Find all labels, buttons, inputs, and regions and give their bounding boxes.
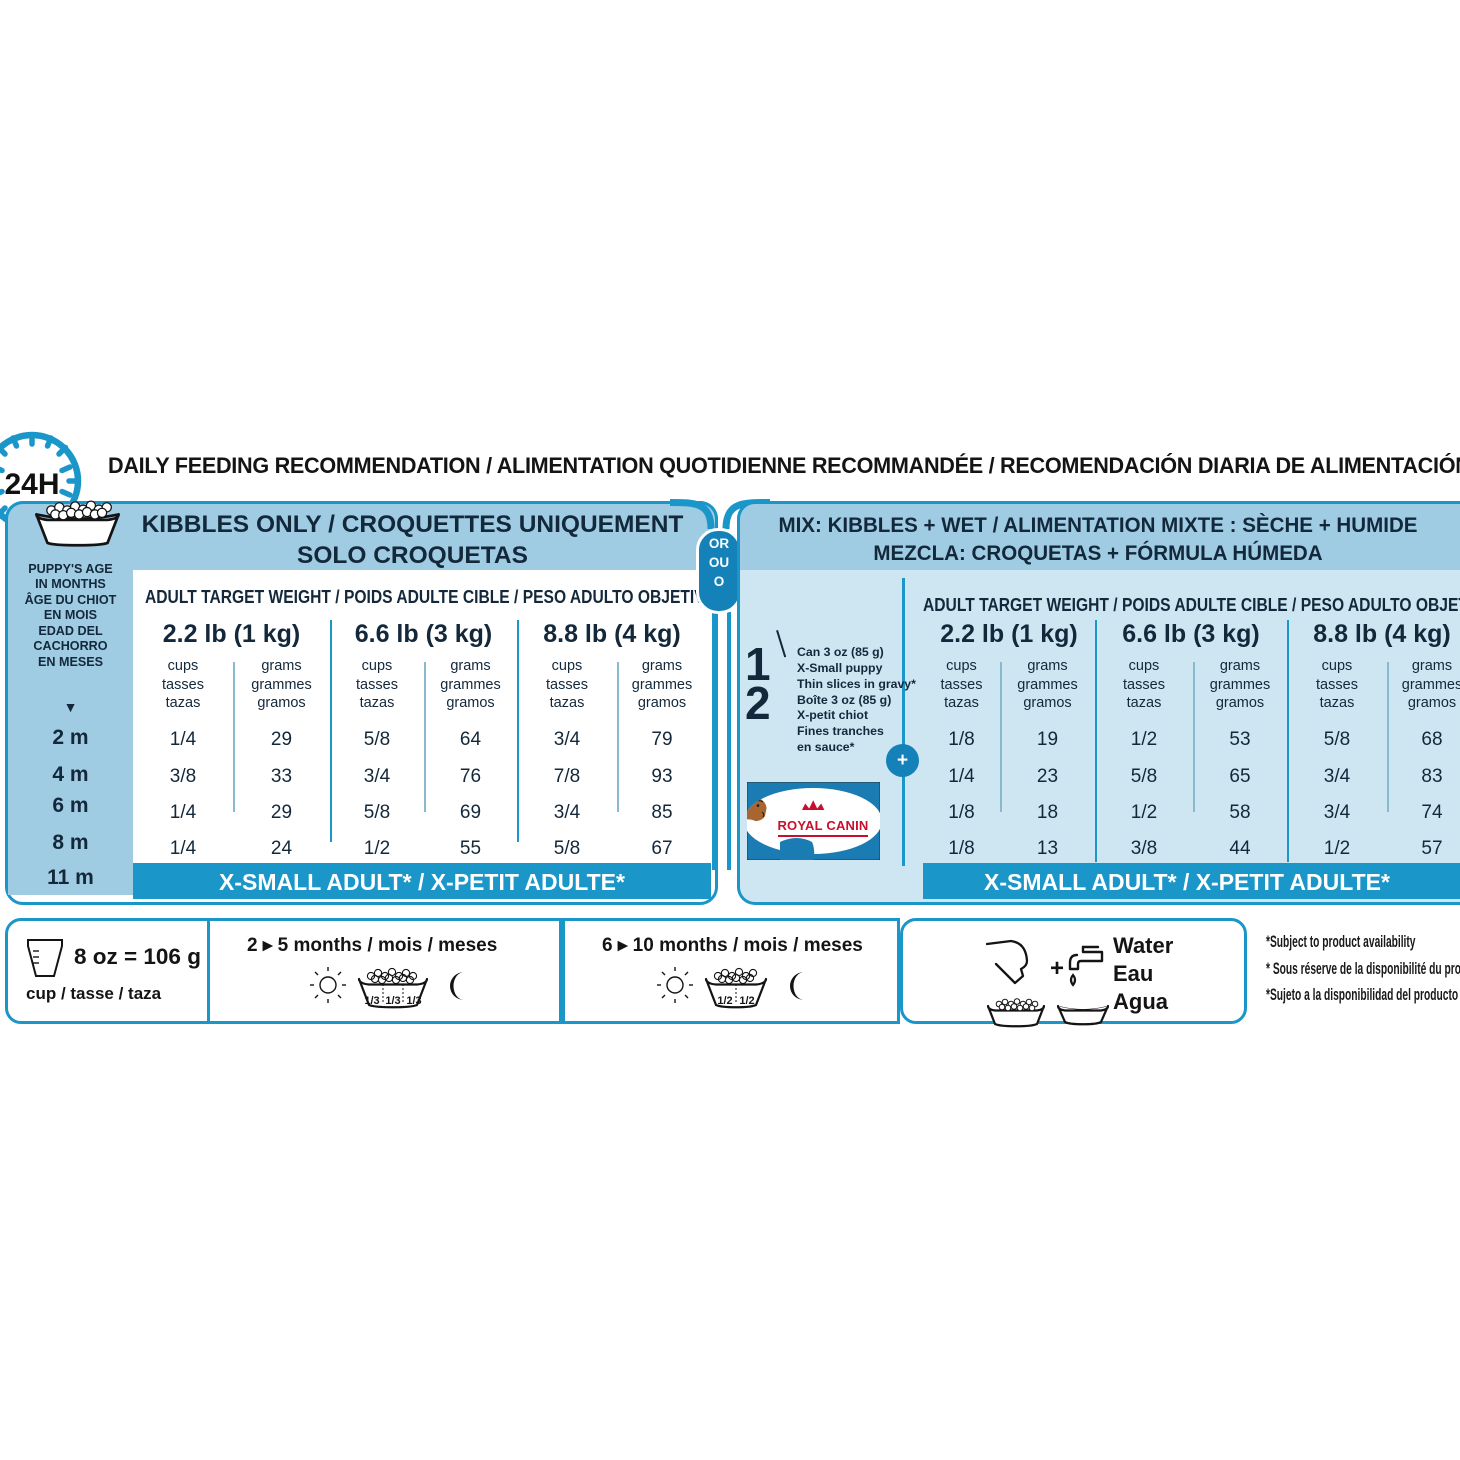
svg-text:1/3: 1/3 [406,995,421,1007]
svg-text:1/2: 1/2 [739,995,754,1007]
svg-text:ROYAL CANIN: ROYAL CANIN [777,818,868,833]
svg-text:1/2: 1/2 [717,995,732,1007]
svg-text:1/3: 1/3 [385,995,400,1007]
svg-text:1/3: 1/3 [364,995,379,1007]
